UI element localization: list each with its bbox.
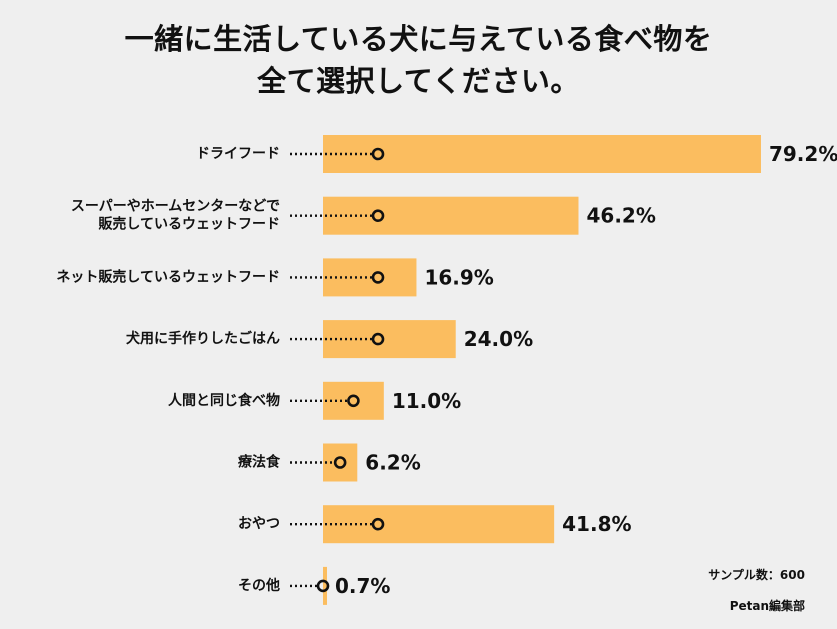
value-label: 0.7%: [335, 574, 390, 598]
category-label: 人間と同じ食べ物: [168, 392, 280, 409]
bar: [323, 258, 417, 297]
chart-title: 一緒に生活している犬に与えている食べ物を 全て選択してください。: [0, 18, 837, 102]
chart-title-line-1: 一緒に生活している犬に与えている食べ物を: [124, 22, 713, 56]
category-label: ドライフード: [196, 146, 280, 162]
category-label: スーパーやホームセンターなどで: [71, 199, 280, 215]
category-label: 犬用に手作りしたごはん: [126, 330, 280, 347]
value-label: 41.8%: [562, 512, 631, 536]
data-point-marker: [347, 394, 360, 408]
category-label: 療法食: [238, 454, 281, 471]
bar: [323, 135, 761, 173]
data-point-marker: [333, 456, 347, 469]
data-point-marker: [371, 332, 385, 346]
data-point-marker: [316, 579, 330, 593]
data-point-marker: [371, 517, 385, 531]
value-label: 79.2%: [769, 142, 837, 166]
data-point-marker: [371, 271, 385, 284]
sample-size-note: サンプル数：600: [708, 568, 805, 582]
value-label: 46.2%: [586, 204, 655, 228]
value-label: 6.2%: [365, 451, 420, 475]
category-label: その他: [238, 577, 280, 594]
value-label: 24.0%: [464, 327, 533, 351]
chart-title-line-2: 全て選択してください。: [257, 64, 580, 98]
bar: [323, 320, 456, 359]
value-label: 16.9%: [424, 265, 493, 289]
category-label: おやつ: [238, 516, 280, 532]
category-label: ネット販売しているウェットフード: [56, 268, 280, 285]
value-label: 11.0%: [392, 389, 461, 413]
bar: [323, 505, 555, 544]
data-point-marker: [371, 147, 385, 161]
data-point-marker: [371, 209, 385, 222]
category-label: 販売しているウェットフード: [98, 216, 280, 233]
source-credit: Petan編集部: [729, 599, 805, 613]
bar: [323, 566, 327, 605]
bar: [323, 381, 384, 420]
bar: [323, 443, 358, 482]
